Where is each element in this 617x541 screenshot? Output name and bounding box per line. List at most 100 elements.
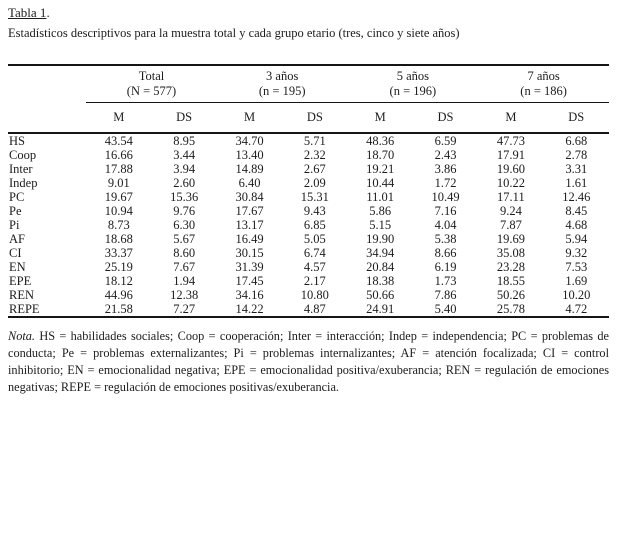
cell-value: 35.08: [496, 246, 525, 260]
cell-value: 15.36: [170, 190, 199, 204]
cell-value: 10.94: [104, 204, 133, 218]
cell-value: 10.44: [366, 176, 395, 190]
cell-value: 6.30: [173, 218, 196, 232]
cell-value: 5.15: [369, 218, 392, 232]
cell-value: 12.38: [170, 288, 199, 302]
row-label: Pe: [9, 204, 22, 218]
group-header: Total (N = 577): [86, 65, 217, 103]
cell-value: 34.70: [235, 134, 264, 148]
row-label: Inter: [9, 162, 33, 176]
cell-value: 48.36: [366, 134, 395, 148]
cell-value: 18.12: [104, 274, 133, 288]
row-label: Indep: [9, 176, 38, 190]
cell-value: 25.78: [496, 302, 525, 316]
cell-value: 15.31: [300, 190, 329, 204]
table-note: Nota. HS = habilidades sociales; Coop = …: [8, 328, 609, 396]
cell-value: 18.70: [366, 148, 395, 162]
cell-value: 5.86: [369, 204, 392, 218]
cell-value: 4.72: [565, 302, 588, 316]
cell-value: 5.40: [434, 302, 457, 316]
cell-value: 5.67: [173, 232, 196, 246]
row-label: EN: [9, 260, 26, 274]
cell-value: 9.32: [565, 246, 588, 260]
table-number: Tabla 1: [8, 5, 47, 20]
row-label: Coop: [9, 148, 37, 162]
cell-value: 14.22: [235, 302, 264, 316]
cell-value: 10.20: [562, 288, 591, 302]
cell-value: 7.67: [173, 260, 196, 274]
group-header: 3 años (n = 195): [216, 65, 348, 103]
cell-value: 8.73: [107, 218, 130, 232]
cell-value: 10.22: [496, 176, 525, 190]
cell-value: 9.76: [173, 204, 196, 218]
cell-value: 2.43: [434, 148, 457, 162]
table-row: AF 18.68 5.67 16.49 5.05 19.90 5.38 19.69 5.94: [8, 232, 609, 246]
cell-value: 9.43: [303, 204, 326, 218]
note-label: Nota.: [8, 329, 35, 343]
cell-value: 16.66: [104, 148, 133, 162]
table-row: REPE 21.58 7.27 14.22 4.87 24.91 5.40 25.78 4.72: [8, 302, 609, 317]
table-number-title: Tabla 1.: [8, 5, 609, 21]
cell-value: 20.84: [366, 260, 395, 274]
table-caption: Estadísticos descriptivos para la muestr…: [8, 26, 460, 40]
cell-value: 2.60: [173, 176, 196, 190]
cell-value: 1.61: [565, 176, 588, 190]
cell-value: 6.74: [303, 246, 326, 260]
cell-value: 4.87: [303, 302, 326, 316]
cell-value: 9.24: [499, 204, 522, 218]
cell-value: 5.71: [303, 134, 326, 148]
table-row: REN 44.96 12.38 34.16 10.80 50.66 7.86 50.26 10.…: [8, 288, 609, 302]
cell-value: 4.04: [434, 218, 457, 232]
cell-value: 17.88: [104, 162, 133, 176]
table-row: EPE 18.12 1.94 17.45 2.17 18.38 1.73 18.55 1.69: [8, 274, 609, 288]
cell-value: 50.66: [366, 288, 395, 302]
cell-value: 19.69: [496, 232, 525, 246]
cell-value: 5.38: [434, 232, 457, 246]
cell-value: 13.40: [235, 148, 264, 162]
row-label: Pi: [9, 218, 20, 232]
cell-value: 16.49: [235, 232, 264, 246]
cell-value: 8.66: [434, 246, 457, 260]
cell-value: 6.68: [565, 134, 588, 148]
cell-value: 13.17: [235, 218, 264, 232]
cell-value: 30.84: [235, 190, 264, 204]
cell-value: 44.96: [104, 288, 133, 302]
cell-value: 1.94: [173, 274, 196, 288]
cell-value: 17.91: [496, 148, 525, 162]
cell-value: 3.86: [434, 162, 457, 176]
cell-value: 18.38: [366, 274, 395, 288]
cell-value: 1.69: [565, 274, 588, 288]
cell-value: 6.19: [434, 260, 457, 274]
table-row: EN 25.19 7.67 31.39 4.57 20.84 6.19 23.28 7.53: [8, 260, 609, 274]
cell-value: 6.85: [303, 218, 326, 232]
cell-value: 34.16: [235, 288, 264, 302]
table-row: Pi 8.73 6.30 13.17 6.85 5.15 4.04 7.87 4.68: [8, 218, 609, 232]
row-label: PC: [9, 190, 25, 204]
cell-value: 19.21: [366, 162, 395, 176]
cell-value: 11.01: [366, 190, 395, 204]
corner-cell: [8, 65, 87, 134]
cell-value: 43.54: [104, 134, 133, 148]
cell-value: 4.68: [565, 218, 588, 232]
cell-value: 17.67: [235, 204, 264, 218]
group-header: 5 años (n = 196): [347, 65, 479, 103]
cell-value: 31.39: [235, 260, 264, 274]
note-text: HS = habilidades sociales; Coop = cooper…: [8, 329, 609, 394]
cell-value: 1.72: [434, 176, 457, 190]
table-row: CI 33.37 8.60 30.15 6.74 34.94 8.66 35.08 9.32: [8, 246, 609, 260]
cell-value: 3.94: [173, 162, 196, 176]
cell-value: 7.27: [173, 302, 196, 316]
cell-value: 24.91: [366, 302, 395, 316]
stat-header: DS: [412, 102, 479, 134]
stat-header: DS: [151, 102, 217, 134]
cell-value: 17.11: [497, 190, 525, 204]
stat-header: M: [478, 102, 544, 134]
stat-header: M: [216, 102, 283, 134]
cell-value: 19.60: [496, 162, 525, 176]
stat-header: M: [347, 102, 413, 134]
cell-value: 12.46: [562, 190, 591, 204]
group-header: 7 años (n = 186): [478, 65, 609, 103]
cell-value: 21.58: [104, 302, 133, 316]
cell-value: 33.37: [104, 246, 133, 260]
